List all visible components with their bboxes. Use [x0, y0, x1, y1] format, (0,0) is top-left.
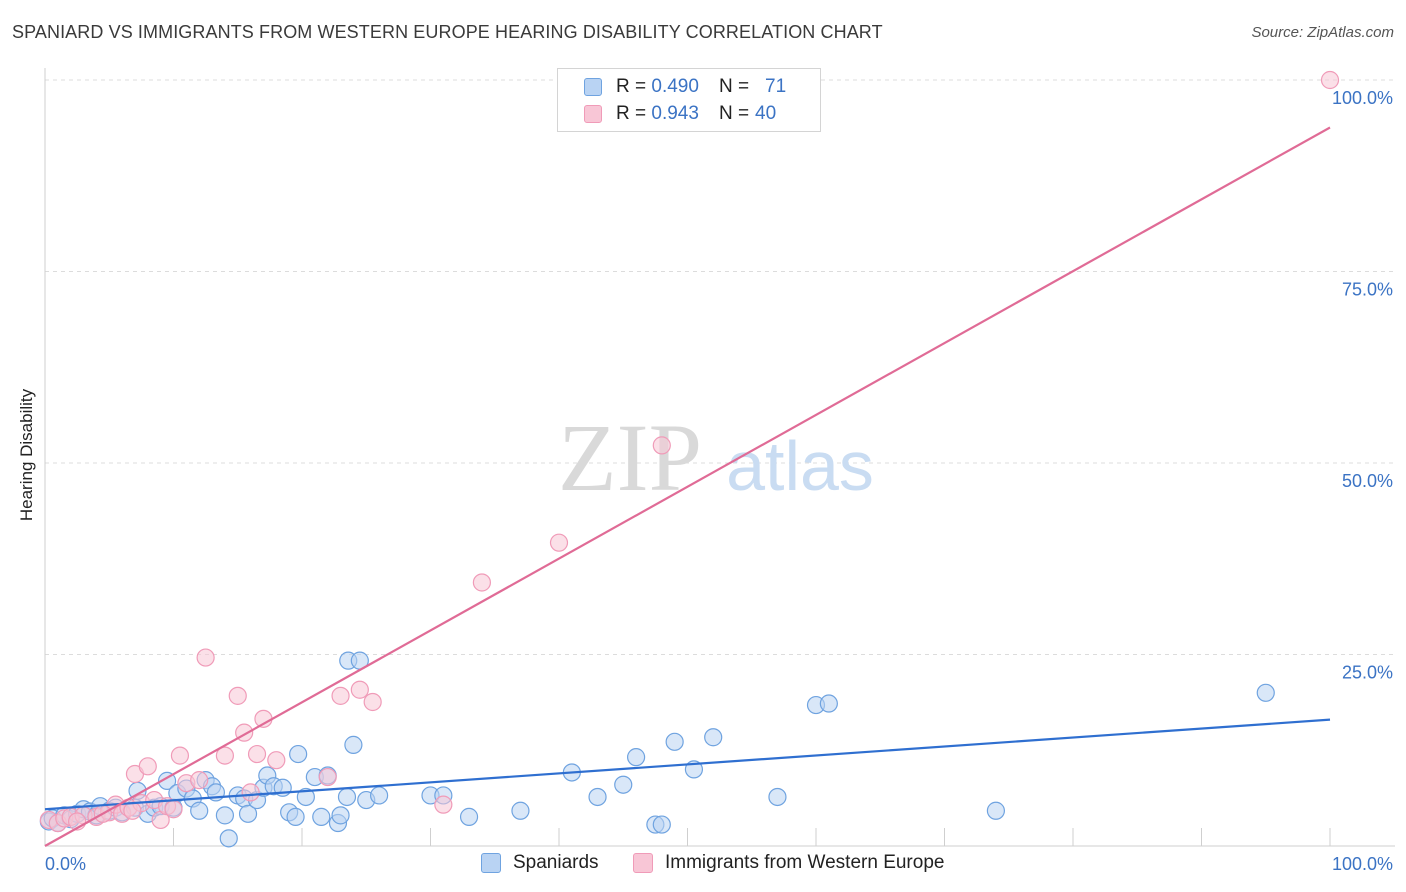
legend-r-value: 0.943: [651, 103, 699, 124]
immigrants-point-25: [247, 744, 267, 764]
legend-n-label: N =: [718, 76, 750, 97]
bottom-legend-swatch-spaniards: [481, 853, 501, 873]
x-tick-label-0: 0.0%: [45, 854, 86, 874]
spaniards-point-27: [215, 806, 234, 825]
spaniards-point-67: [819, 694, 838, 713]
spaniards-point-31: [238, 804, 258, 823]
immigrants-point-16: [164, 800, 183, 819]
immigrants-point-32: [434, 795, 453, 814]
spaniards-point-59: [626, 748, 646, 767]
spaniards-point-55: [511, 801, 530, 820]
legend-swatch-spaniards: [584, 78, 602, 96]
spaniards-point-68: [986, 801, 1006, 820]
trend-lines: [44, 126, 1331, 847]
legend-swatch-immigrants: [584, 105, 602, 123]
immigrants-point-12: [138, 757, 157, 776]
legend-r-label: R =: [616, 76, 647, 97]
tick-labels: 100.0% 75.0% 50.0% 25.0% 0.0% 100.0%: [45, 88, 1393, 874]
bottom-legend-label-spaniards: Spaniards: [513, 852, 599, 873]
spaniards-point-18: [157, 771, 177, 790]
stats-legend: R = 0.490 N = 71 R = 0.943 N = 40: [557, 68, 821, 132]
immigrants-point-30: [350, 680, 369, 699]
spaniards-point-38: [286, 807, 305, 826]
immigrants-point-39: [123, 801, 142, 820]
bottom-legend-spaniards: Spaniards: [481, 852, 599, 874]
immigrants-point-33: [472, 573, 491, 592]
legend-r-label: R =: [616, 103, 647, 124]
chart-title: SPANIARD VS IMMIGRANTS FROM WESTERN EURO…: [12, 22, 883, 42]
watermark-atlas: atlas: [726, 427, 874, 505]
immigrants-point-29: [331, 686, 350, 705]
spaniards-point-40: [296, 787, 315, 807]
spaniards-point-39: [289, 744, 308, 764]
immigrants-point-19: [190, 771, 209, 790]
y-tick-label-3: 25.0%: [1342, 663, 1393, 683]
immigrants-point-31: [363, 692, 382, 712]
spaniards-point-45: [331, 806, 350, 825]
immigrants-point-36: [1320, 70, 1340, 90]
immigrants-point-27: [267, 751, 286, 770]
spaniards-point-23: [190, 801, 209, 820]
legend-n-value: 40: [755, 103, 777, 124]
data-points: [39, 70, 1340, 848]
immigrants-point-24: [241, 783, 260, 802]
legend-n-value: 71: [765, 76, 787, 97]
immigrants-point-17: [170, 746, 190, 765]
legend-row-spaniards: R = 0.490 N = 71: [584, 75, 786, 99]
bottom-legend-label-immigrants: Immigrants from Western Europe: [665, 852, 945, 873]
source-label: Source: ZipAtlas.com: [1251, 24, 1394, 41]
immigrants-point-20: [196, 648, 215, 667]
spaniards-point-42: [312, 807, 331, 826]
spaniards-point-54: [459, 807, 479, 826]
immigrants-point-34: [549, 533, 569, 552]
spaniards-point-51: [370, 786, 389, 805]
y-tick-label-1: 75.0%: [1342, 280, 1393, 300]
bottom-legend-immigrants: Immigrants from Western Europe: [633, 852, 944, 874]
bottom-legend-swatch-immigrants: [633, 853, 653, 873]
spaniards-point-58: [614, 775, 633, 794]
immigrants-point-28: [318, 767, 337, 787]
spaniards-trend-line: [44, 718, 1331, 811]
legend-r-value: 0.490: [651, 76, 699, 97]
legend-row-immigrants: R = 0.943 N = 40: [584, 102, 776, 126]
immigrants-point-21: [215, 746, 234, 765]
y-tick-label-0: 100.0%: [1332, 88, 1393, 108]
watermark: ZIP atlas: [558, 404, 874, 511]
spaniards-point-28: [219, 829, 238, 848]
gridlines: [45, 79, 1395, 655]
spaniards-point-46: [337, 787, 357, 807]
spaniards-point-69: [1256, 683, 1275, 702]
y-tick-label-2: 50.0%: [1342, 471, 1393, 491]
spaniards-point-61: [652, 815, 671, 834]
immigrants-point-35: [652, 436, 671, 455]
spaniards-point-48: [344, 735, 363, 754]
watermark-zip: ZIP: [558, 404, 702, 511]
spaniards-point-65: [768, 787, 787, 807]
immigrants-point-22: [228, 686, 247, 705]
immigrants-trend-line: [44, 126, 1331, 847]
legend-n-label: N =: [718, 103, 750, 124]
axes: [44, 68, 1395, 847]
x-tick-label-1: 100.0%: [1332, 854, 1393, 874]
spaniards-point-64: [704, 728, 723, 747]
spaniards-point-57: [588, 787, 607, 807]
spaniards-point-62: [665, 732, 684, 751]
